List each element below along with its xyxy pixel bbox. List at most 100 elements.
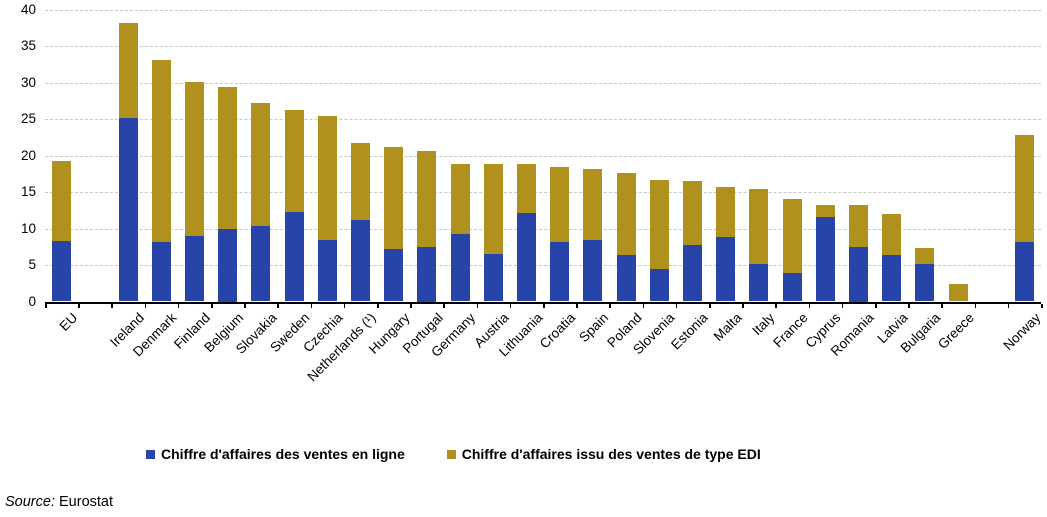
bar-edi-segment xyxy=(550,167,570,243)
legend-label: Chiffre d'affaires issu des ventes de ty… xyxy=(461,446,761,462)
x-axis-tick xyxy=(244,303,246,308)
bar-online-segment xyxy=(1014,241,1034,302)
bar-online-segment xyxy=(915,264,935,302)
bar-edi-segment xyxy=(749,188,769,264)
bar-online-segment xyxy=(848,246,868,302)
bar-online-segment xyxy=(251,226,271,302)
bar-edi-segment xyxy=(284,109,304,212)
y-tick-label: 5 xyxy=(28,257,36,273)
x-axis-tick xyxy=(343,303,346,308)
y-tick-label: 0 xyxy=(28,293,36,309)
x-axis-tick xyxy=(78,303,80,308)
bar-edi-segment xyxy=(450,163,470,234)
x-axis-tick xyxy=(841,303,844,308)
bar-online-segment xyxy=(218,228,238,302)
x-axis-tick xyxy=(211,303,213,308)
legend-item-online: Chiffre d'affaires des ventes en ligne xyxy=(146,446,405,462)
bar-edi-segment xyxy=(848,205,868,247)
x-axis-tick xyxy=(277,303,279,308)
x-axis-tick xyxy=(675,303,678,308)
bar-online-segment xyxy=(284,211,304,302)
x-axis-tick xyxy=(377,303,379,308)
x-axis-tick xyxy=(576,303,578,308)
x-axis-tick xyxy=(875,303,877,308)
bar-edi-segment xyxy=(151,59,171,243)
x-axis-tick xyxy=(609,303,611,308)
x-axis-tick xyxy=(1041,303,1043,308)
y-tick-label: 25 xyxy=(20,111,36,127)
bar-edi-segment xyxy=(118,23,138,118)
bar-edi-segment xyxy=(52,160,72,241)
bar-online-segment xyxy=(882,254,902,302)
bar-online-segment xyxy=(118,117,138,302)
bar-edi-segment xyxy=(251,102,271,227)
bar-edi-segment xyxy=(649,179,669,270)
bar-edi-segment xyxy=(815,205,835,217)
source-text: Eurostat xyxy=(54,494,114,510)
bar-edi-segment xyxy=(350,143,370,220)
bar-edi-segment xyxy=(882,214,902,255)
bar-edi-segment xyxy=(682,180,702,246)
x-axis-tick xyxy=(476,303,479,308)
source-label: Source: xyxy=(5,494,55,510)
x-axis-tick xyxy=(111,303,113,308)
bar-online-segment xyxy=(516,212,536,302)
bar-edi-segment xyxy=(782,198,802,274)
x-axis-tick xyxy=(443,303,445,308)
bar-online-segment xyxy=(749,263,769,302)
country-label: France xyxy=(770,310,811,351)
bar-online-segment xyxy=(583,240,603,302)
x-axis-tick xyxy=(509,303,512,308)
bar-online-segment xyxy=(815,216,835,302)
bar-online-segment xyxy=(682,245,702,302)
gridline xyxy=(45,228,1041,230)
bar-edi-segment xyxy=(948,284,968,302)
y-tick-label: 20 xyxy=(20,147,36,163)
country-label: Croatia xyxy=(536,310,579,352)
gridline xyxy=(45,82,1041,84)
x-axis-tick xyxy=(908,303,910,308)
bar-edi-segment xyxy=(516,164,536,213)
x-axis-line xyxy=(45,301,1041,304)
bar-online-segment xyxy=(317,239,337,302)
gridline xyxy=(45,155,1041,157)
country-label: Greece xyxy=(934,310,977,352)
bar-edi-segment xyxy=(384,147,404,250)
x-axis-tick xyxy=(144,303,147,308)
bar-online-segment xyxy=(550,242,570,302)
bar-edi-segment xyxy=(616,173,636,255)
bar-edi-segment xyxy=(417,151,437,247)
bar-edi-segment xyxy=(317,115,337,240)
bar-edi-segment xyxy=(915,247,935,265)
y-tick-label: 15 xyxy=(20,184,36,200)
gridline xyxy=(45,10,1041,11)
bar-online-segment xyxy=(616,254,636,302)
x-axis-tick xyxy=(177,303,180,308)
country-label: Malta xyxy=(710,310,745,344)
y-tick-label: 30 xyxy=(20,74,36,90)
source-note: Source: Eurostat xyxy=(5,494,113,510)
gridline xyxy=(45,119,1041,121)
bar-online-segment xyxy=(417,246,437,302)
x-axis-tick xyxy=(974,303,977,308)
bar-edi-segment xyxy=(483,163,503,255)
bar-edi-segment xyxy=(184,82,204,236)
bar-online-segment xyxy=(184,235,204,302)
x-axis-tick xyxy=(310,303,313,308)
x-axis-tick xyxy=(543,303,545,308)
country-label: Estonia xyxy=(668,310,712,353)
x-axis-tick xyxy=(775,303,777,308)
bar-online-segment xyxy=(52,241,72,302)
gridline xyxy=(45,46,1041,48)
country-label: EU xyxy=(56,310,81,334)
legend-swatch-edi xyxy=(446,449,456,459)
bar-online-segment xyxy=(782,273,802,302)
y-tick-label: 35 xyxy=(20,38,36,54)
legend: Chiffre d'affaires des ventes en ligne Ch… xyxy=(146,446,761,462)
bar-edi-segment xyxy=(583,168,603,241)
legend-item-edi: Chiffre d'affaires issu des ventes de ty… xyxy=(446,446,761,462)
x-axis-tick xyxy=(941,303,943,308)
gridline xyxy=(45,265,1041,267)
x-axis-tick xyxy=(709,303,711,308)
